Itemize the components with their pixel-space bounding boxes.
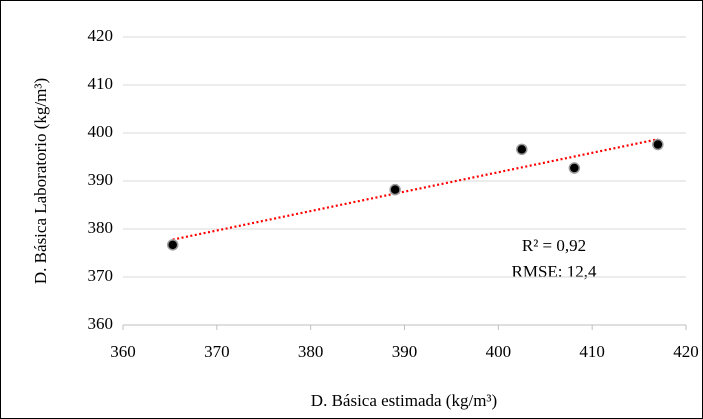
- data-point: [389, 183, 401, 196]
- x-axis-label: D. Básica estimada (kg/m³): [311, 391, 497, 410]
- x-tick-label: 400: [486, 342, 512, 361]
- y-tick-label: 390: [88, 170, 114, 189]
- x-tick-label: 380: [298, 342, 324, 361]
- annotation: RMSE: 12,4: [511, 262, 597, 281]
- x-tick-label: 420: [673, 342, 699, 361]
- y-tick-label: 380: [88, 218, 114, 237]
- data-point: [516, 143, 528, 156]
- y-tick-label: 360: [88, 314, 114, 333]
- y-tick-label: 410: [88, 74, 114, 93]
- data-point: [166, 239, 179, 251]
- data-point: [652, 138, 664, 151]
- annotation: R² = 0,92: [522, 236, 586, 255]
- x-tick-label: 360: [110, 342, 136, 361]
- x-tick-label: 390: [392, 342, 418, 361]
- trendline: [172, 138, 659, 241]
- y-tick-label: 370: [88, 266, 114, 285]
- data-point: [568, 162, 581, 174]
- y-axis-label: D. Básica Laboratorio (kg/m³): [31, 78, 50, 284]
- x-tick-label: 410: [579, 342, 605, 361]
- y-tick-label: 420: [88, 26, 114, 45]
- y-tick-label: 400: [88, 122, 114, 141]
- x-tick-label: 370: [204, 342, 230, 361]
